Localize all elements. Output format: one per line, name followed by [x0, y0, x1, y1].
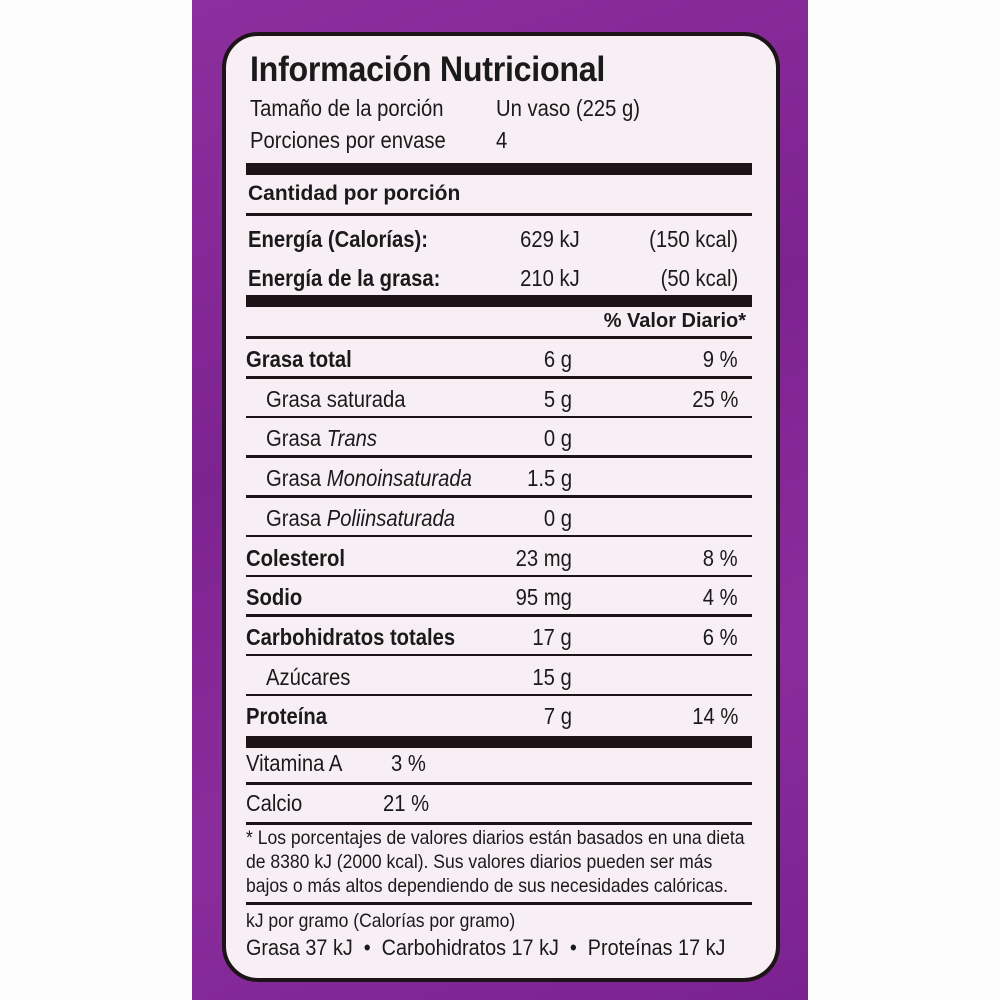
- nutrient-row: Colesterol 23 mg 8 %: [246, 538, 752, 578]
- nutrient-daily-value: 25 %: [691, 385, 738, 412]
- nutrient-amount: 0 g: [543, 504, 572, 531]
- nutrient-name: Colesterol: [246, 544, 345, 571]
- footnote-line: de 8380 kJ (2000 kcal). Sus valores diar…: [246, 851, 713, 873]
- nutrient-name-italic: Trans: [326, 425, 377, 452]
- divider: [246, 376, 752, 379]
- divider: [246, 534, 752, 538]
- nutrient-name: Grasa total: [246, 346, 352, 372]
- nutrient-amount: 1.5 g: [526, 465, 572, 492]
- nutrient-daily-value: 14 %: [691, 703, 738, 730]
- nutrient-name: Grasa: [266, 425, 327, 452]
- nutrient-row: Grasa saturada 5 g 25 %: [246, 379, 752, 419]
- nutrient-row: Grasa total 6 g 9 %: [246, 339, 752, 379]
- per-gram-title: kJ por gramo (Calorías por gramo): [246, 910, 516, 932]
- nutrient-amount: 23 mg: [515, 544, 572, 571]
- nutrient-label: Grasa Monoinsaturada: [266, 465, 472, 492]
- fat-energy-kcal: (50 kcal): [660, 265, 738, 291]
- energy-label: Energía (Calorías):: [248, 226, 428, 252]
- divider: [246, 693, 752, 697]
- vitamin-a-label: Vitamina A: [246, 750, 343, 776]
- nutrient-row: Azúcares 15 g: [246, 657, 752, 697]
- nutrient-name-italic: Monoinsaturada: [326, 465, 472, 492]
- nutrient-row: Proteína 7 g 14 %: [246, 696, 752, 736]
- nutrient-name: Grasa: [266, 465, 327, 492]
- nutrient-row: Carbohidratos totales 17 g 6 %: [246, 617, 752, 657]
- nutrient-label: Grasa Poliinsaturada: [266, 505, 455, 532]
- nutrient-amount: 95 mg: [515, 584, 572, 611]
- label-title: Información Nutricional: [250, 50, 606, 89]
- divider: [246, 822, 752, 825]
- divider: [246, 782, 752, 785]
- serving-size-value: Un vaso (225 g): [496, 95, 641, 121]
- nutrient-label: Grasa saturada: [266, 386, 406, 413]
- nutrient-row: Grasa Trans 0 g: [246, 418, 752, 458]
- divider: [246, 415, 752, 419]
- nutrient-label: Carbohidratos totales: [246, 624, 455, 651]
- nutrient-label: Grasa total: [246, 346, 352, 373]
- divider-thick: [246, 736, 752, 748]
- serving-size-label: Tamaño de la porción: [250, 95, 444, 121]
- nutrient-row: Sodio 95 mg 4 %: [246, 577, 752, 617]
- divider: [246, 574, 752, 577]
- divider: [246, 495, 752, 498]
- nutrient-label: Grasa Trans: [266, 425, 377, 452]
- nutrient-name: Grasa: [266, 504, 327, 531]
- nutrient-amount: 5 g: [543, 385, 572, 412]
- divider-thick: [246, 295, 752, 307]
- nutrient-label: Azúcares: [266, 664, 350, 691]
- nutrient-amount: 15 g: [532, 663, 572, 690]
- nutrient-row: Grasa Poliinsaturada 0 g: [246, 498, 752, 538]
- nutrient-daily-value: 8 %: [703, 544, 738, 571]
- divider: [246, 653, 752, 657]
- nutrient-name-italic: Poliinsaturada: [326, 504, 456, 531]
- nutrient-name: Azúcares: [266, 663, 351, 690]
- divider: [246, 336, 752, 339]
- nutrient-name: Grasa saturada: [266, 385, 406, 412]
- energy-kj: 629 kJ: [520, 226, 580, 252]
- nutrient-daily-value: 4 %: [703, 584, 738, 611]
- energy-kcal: (150 kcal): [649, 226, 738, 252]
- calcium-value: 21 %: [383, 790, 430, 816]
- nutrient-name: Carbohidratos totales: [246, 623, 456, 650]
- nutrition-label: Información Nutricional Tamaño de la por…: [222, 32, 780, 982]
- nutrient-amount: 6 g: [543, 346, 572, 372]
- nutrient-label: Sodio: [246, 584, 302, 611]
- daily-value-header: % Valor Diario*: [603, 310, 746, 332]
- vitamin-a-value: 3 %: [391, 750, 426, 776]
- divider: [246, 455, 752, 458]
- divider-thick: [246, 163, 752, 175]
- per-gram-values: Grasa 37 kJ • Carbohidratos 17 kJ • Prot…: [246, 935, 726, 960]
- nutrient-row: Grasa Monoinsaturada 1.5 g: [246, 458, 752, 498]
- nutrient-daily-value: 6 %: [703, 623, 738, 650]
- fat-energy-label: Energía de la grasa:: [248, 265, 441, 291]
- fat-energy-kj: 210 kJ: [520, 265, 580, 291]
- servings-label: Porciones por envase: [250, 127, 446, 153]
- footnote-line: bajos o más altos dependiendo de sus nec…: [246, 875, 728, 897]
- amount-per-serving: Cantidad por porción: [248, 182, 461, 205]
- nutrient-amount: 7 g: [543, 703, 572, 730]
- nutrient-amount: 17 g: [532, 623, 572, 650]
- nutrient-daily-value: 9 %: [703, 346, 738, 372]
- nutrient-name: Sodio: [246, 584, 303, 611]
- servings-value: 4: [496, 127, 508, 153]
- footnote-line: * Los porcentajes de valores diarios est…: [246, 827, 745, 849]
- nutrient-amount: 0 g: [543, 425, 572, 452]
- divider: [246, 213, 752, 216]
- nutrient-label: Proteína: [246, 703, 327, 730]
- divider: [246, 902, 752, 905]
- calcium-label: Calcio: [246, 790, 303, 816]
- nutrient-name: Proteína: [246, 703, 327, 730]
- divider: [246, 614, 752, 617]
- nutrient-label: Colesterol: [246, 545, 345, 572]
